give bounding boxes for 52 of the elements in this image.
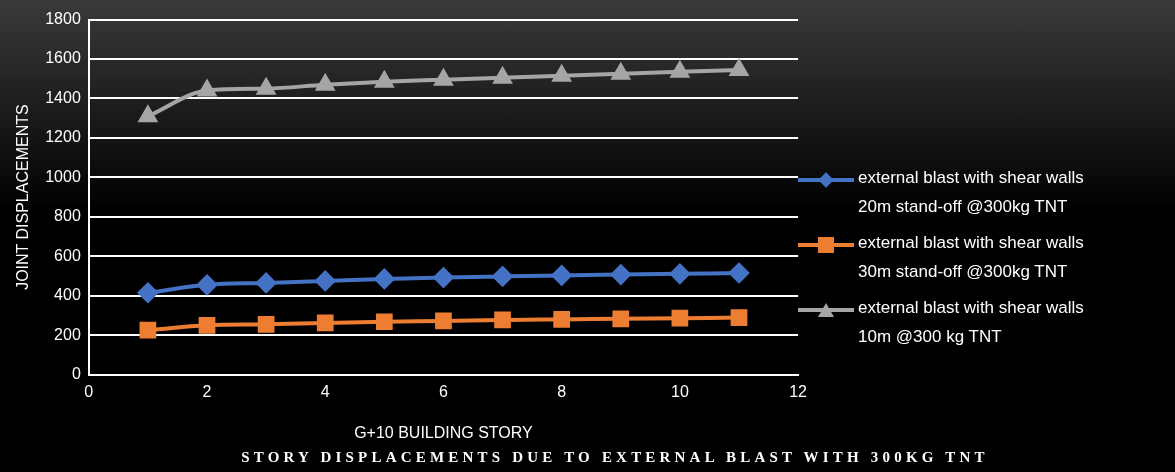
y-tick-label: 1400 <box>45 88 81 106</box>
point <box>551 265 572 286</box>
point <box>375 313 393 331</box>
point <box>728 263 749 284</box>
x-tick-label: 4 <box>320 382 330 400</box>
point <box>730 309 748 326</box>
point <box>257 315 275 333</box>
point <box>139 321 157 339</box>
point <box>316 314 334 332</box>
x-tick-label: 12 <box>789 382 808 400</box>
y-tick-label: 1200 <box>45 128 81 146</box>
x-axis-title: G+10 BUILDING STORY <box>354 423 534 441</box>
point <box>610 264 631 285</box>
y-tick-label: 1800 <box>45 10 81 28</box>
y-tick-label: 1600 <box>45 49 81 67</box>
point <box>670 61 689 78</box>
point <box>493 67 512 84</box>
point <box>494 311 511 329</box>
y-tick-label: 400 <box>54 286 81 304</box>
y-tick-label: 800 <box>54 207 81 225</box>
y-tick-label: 600 <box>54 246 81 264</box>
point <box>316 74 335 91</box>
y-tick-label: 1000 <box>45 167 81 185</box>
y-tick-label: 0 <box>71 365 81 383</box>
point <box>492 266 513 287</box>
x-tick-label: 6 <box>438 382 448 400</box>
point <box>552 65 571 82</box>
point <box>433 267 454 288</box>
text: STORY DISPLACEMENTS DUE TO EXTERNAL BLAST WITH 300KG TNT <box>240 449 990 466</box>
point <box>612 310 630 328</box>
point <box>137 282 158 303</box>
point <box>315 270 336 291</box>
x-tick-label: 10 <box>670 382 689 400</box>
y-axis-title: JOINT DISPLACEMENTS <box>14 104 32 290</box>
y-tick-label: 200 <box>54 325 81 343</box>
point <box>256 272 277 293</box>
x-tick-label: 0 <box>84 382 94 400</box>
point <box>669 263 690 284</box>
point <box>138 106 157 123</box>
point <box>435 312 452 330</box>
point <box>197 274 218 295</box>
point <box>730 59 748 76</box>
point <box>375 71 394 88</box>
point <box>611 63 630 80</box>
point <box>553 311 571 328</box>
point <box>374 268 395 289</box>
point <box>198 316 216 334</box>
x-tick-label: 8 <box>557 382 567 400</box>
x-tick-label: 2 <box>202 382 212 400</box>
legend-label: external blast with shear walls 10m @300 kg TNT <box>858 297 1085 348</box>
point <box>434 69 453 86</box>
point <box>671 309 689 327</box>
